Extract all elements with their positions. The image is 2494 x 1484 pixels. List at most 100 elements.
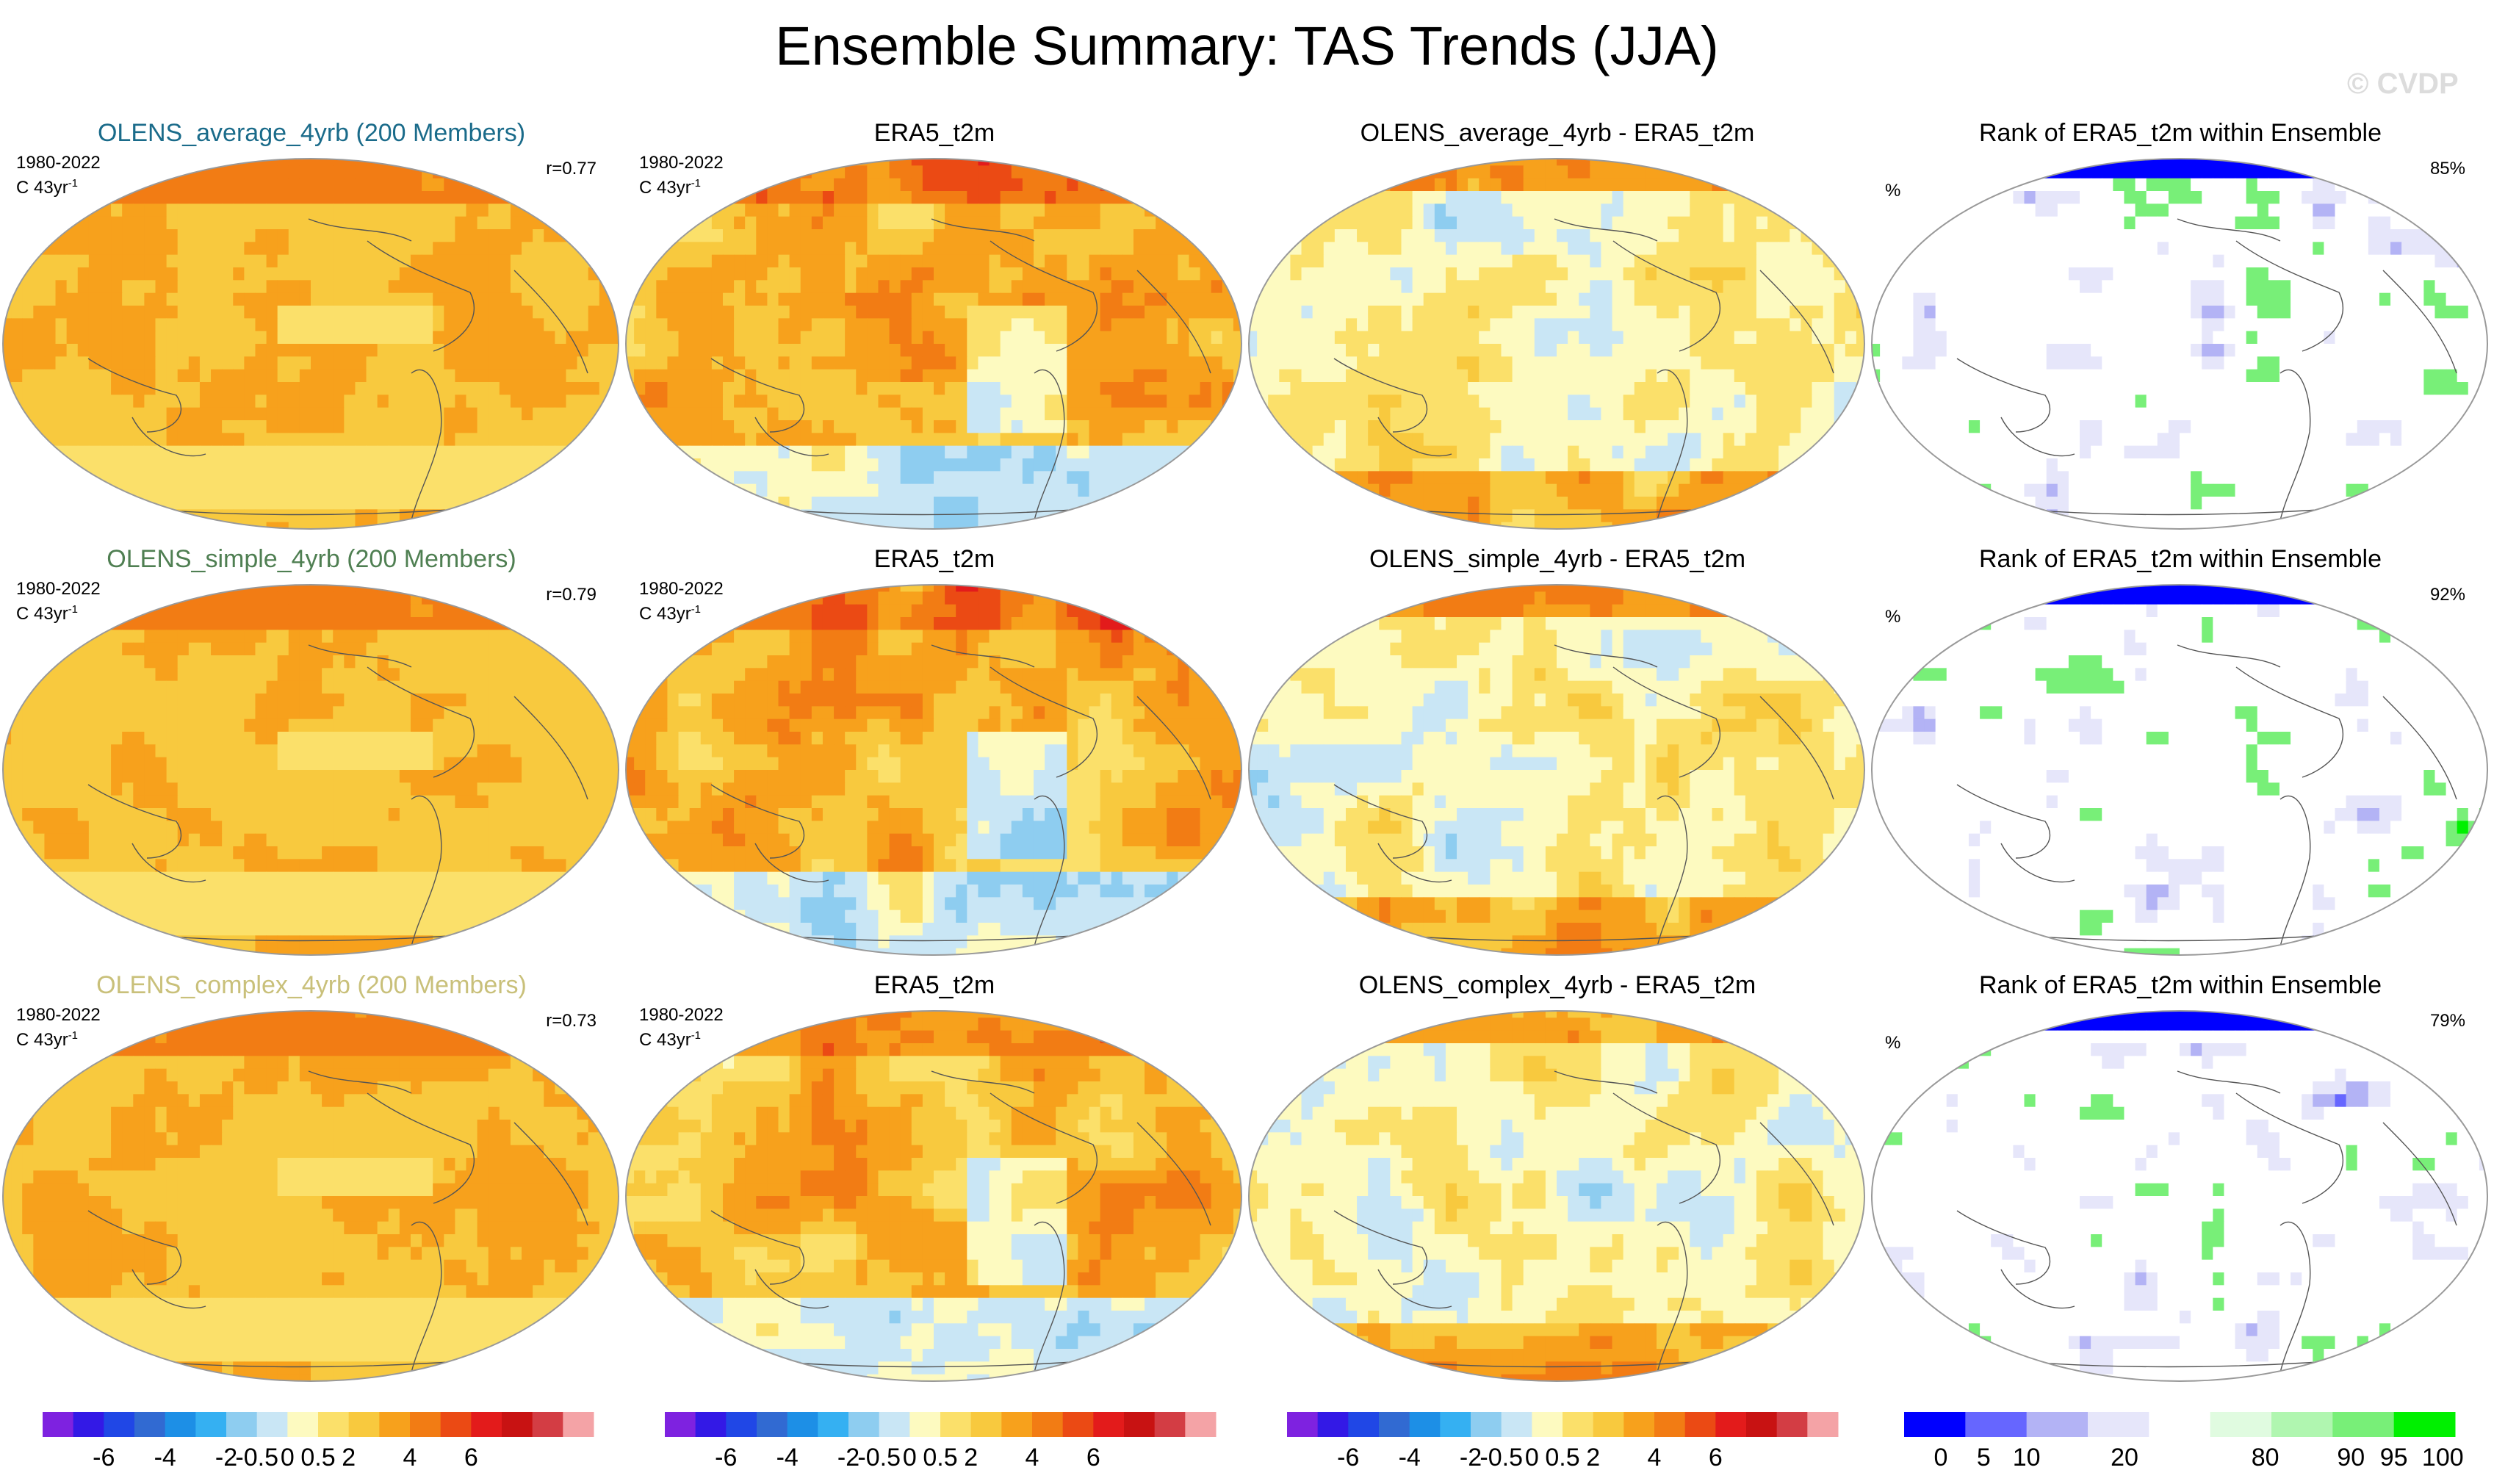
map-cell [11, 216, 23, 230]
map-cell [1390, 306, 1402, 319]
map-cell [410, 471, 422, 485]
map-cell [911, 497, 923, 510]
map-cell [1167, 382, 1178, 395]
map-cell [1022, 331, 1034, 345]
map-cell [377, 306, 389, 319]
map-cell [1501, 395, 1513, 408]
map-cell [333, 420, 345, 433]
map-cell [678, 267, 691, 281]
map-cell [3, 458, 12, 472]
map-cell [544, 420, 555, 433]
map-cell [333, 280, 345, 294]
map-cell [789, 356, 801, 370]
map-cell [889, 254, 901, 268]
map-cell [1011, 318, 1023, 332]
map-cell [88, 344, 101, 357]
map-cell [1834, 395, 1846, 408]
map-cell [311, 407, 322, 421]
map-cell [1434, 382, 1446, 395]
map-cell [967, 242, 979, 256]
map-cell [122, 254, 134, 268]
map-cell [44, 369, 57, 383]
map-cell [144, 229, 156, 242]
map-cell [856, 471, 868, 485]
map-cell [1222, 203, 1234, 217]
map-cell [388, 306, 400, 319]
map-cell [856, 267, 868, 281]
map-cell [1812, 306, 1824, 319]
map-cell [577, 483, 589, 497]
map-cell [1645, 242, 1657, 256]
map-cell [945, 433, 956, 447]
map-cell [1323, 229, 1336, 242]
map-cell [1534, 242, 1546, 256]
map-cell [645, 267, 657, 281]
map-cell [44, 433, 57, 447]
map-cell [1645, 483, 1657, 497]
map-cell [599, 445, 611, 459]
map-cell [878, 280, 890, 294]
map-cell [1178, 369, 1190, 383]
map-cell [1756, 242, 1768, 256]
map-cell [845, 395, 857, 408]
map-cell [1690, 344, 1701, 357]
map-cell [555, 497, 567, 510]
map-cell [199, 254, 212, 268]
map-cell [1745, 458, 1757, 472]
map-cell [1323, 483, 1336, 497]
map-cell [1111, 497, 1123, 510]
map-cell [1712, 483, 1724, 497]
map-cell [1345, 433, 1358, 447]
map-cell [878, 191, 890, 204]
map-cell [33, 159, 46, 166]
map-cell [1078, 191, 1090, 204]
map-cell [1579, 395, 1590, 408]
map-cell [1279, 267, 1291, 281]
map-cell [199, 216, 212, 230]
map-cell [44, 178, 57, 192]
map-cell [44, 306, 57, 319]
map-cell [1056, 395, 1067, 408]
map-cell [645, 471, 657, 485]
map-cell [322, 267, 334, 281]
map-cell [1279, 356, 1291, 370]
map-cell [645, 178, 657, 192]
map-cell [811, 522, 823, 529]
map-cell [1033, 420, 1045, 433]
map-cell [77, 420, 90, 433]
map-cell [322, 420, 334, 433]
map-cell [1790, 356, 1801, 370]
map-cell [444, 356, 455, 370]
map-cell [1011, 458, 1023, 472]
map-cell [455, 497, 467, 510]
map-cell [1490, 445, 1502, 459]
map-cell [711, 280, 724, 294]
map-cell [1257, 433, 1269, 447]
map-cell [1712, 318, 1724, 332]
map-cell [756, 356, 768, 370]
map-cell [588, 292, 600, 306]
map-cell [211, 483, 223, 497]
map-cell [1568, 242, 1579, 256]
map-cell [577, 203, 589, 217]
map-cell [1612, 395, 1624, 408]
map-cell [1845, 178, 1857, 192]
map-cell [1033, 483, 1045, 497]
map-cell [1501, 420, 1513, 433]
map-cell [1145, 382, 1156, 395]
map-cell [577, 178, 589, 192]
map-cell [1233, 407, 1241, 421]
map-cell [99, 356, 112, 370]
map-cell [77, 203, 90, 217]
map-cell [626, 178, 635, 192]
map-cell [333, 165, 345, 179]
map-cell [811, 483, 823, 497]
map-cell [845, 165, 857, 179]
map-cell [1523, 178, 1535, 192]
map-cell [466, 203, 478, 217]
map-cell [66, 420, 79, 433]
map-cell [1345, 254, 1358, 268]
map-cell [166, 280, 179, 294]
map-cell [1745, 382, 1757, 395]
map-cell [255, 344, 267, 357]
